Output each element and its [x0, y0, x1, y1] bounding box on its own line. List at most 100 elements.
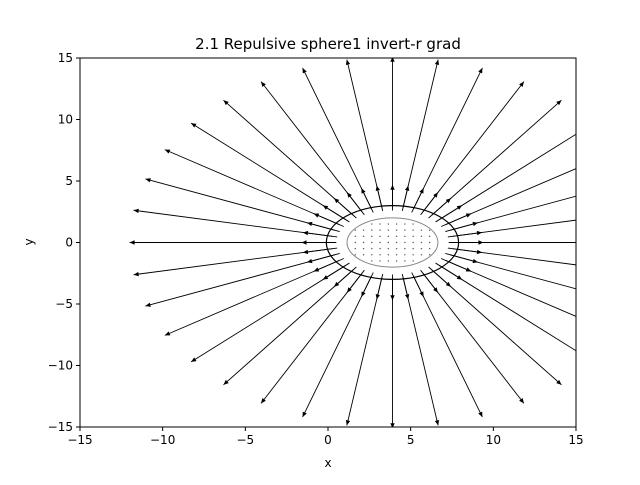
sphere-dot — [395, 254, 398, 256]
y-tick-label: −5 — [55, 297, 73, 311]
sphere-dot — [387, 229, 390, 231]
arrow-head — [465, 213, 472, 218]
field-arrow-short — [390, 184, 395, 207]
y-tick-label: −15 — [48, 420, 73, 434]
sphere-dot — [371, 260, 373, 262]
sphere-dot — [420, 254, 423, 256]
y-axis-label: y — [22, 238, 36, 245]
sphere-dot — [387, 235, 390, 238]
arrow-head — [404, 294, 410, 300]
sphere-dot — [412, 254, 414, 256]
arrow-head — [445, 198, 451, 204]
arrow-head — [261, 398, 266, 404]
arrow-head — [164, 331, 171, 336]
x-tick-label: −5 — [236, 433, 254, 447]
arrow-head — [476, 230, 483, 236]
field-arrow-short — [333, 197, 354, 216]
sphere-dot — [428, 241, 431, 244]
arrow-head — [433, 287, 438, 293]
sphere-dot — [395, 247, 398, 250]
arrow-head — [322, 275, 329, 280]
field-arrow-short — [422, 273, 439, 293]
sphere-dot — [387, 254, 390, 256]
arrow-head — [223, 379, 229, 385]
y-axis: −15 −10 −5 0 5 10 15 — [48, 51, 80, 434]
sphere-dot — [387, 260, 390, 262]
field-arrow-short — [431, 269, 452, 288]
field-arrow-short — [439, 204, 463, 220]
sphere-dot — [412, 260, 414, 262]
x-tick-label: −15 — [67, 433, 92, 447]
sphere-dot — [412, 241, 414, 244]
y-tick-label: 0 — [65, 236, 73, 250]
arrow-head — [478, 240, 484, 245]
arrow-head — [556, 379, 562, 385]
sphere-dot — [404, 260, 406, 262]
y-tick-label: 5 — [65, 174, 73, 188]
arrow-head — [302, 411, 307, 418]
sphere-dot — [379, 229, 381, 231]
field-arrow-short — [360, 275, 372, 298]
sphere-dot — [404, 223, 406, 225]
sphere-dot — [362, 235, 365, 238]
arrow-head — [145, 178, 151, 183]
sphere-dot — [404, 247, 406, 250]
sphere-dot — [404, 241, 406, 244]
arrow-head — [390, 184, 395, 190]
arrow-head — [375, 185, 380, 191]
y-tick-label: −10 — [48, 359, 73, 373]
field-arrow-short — [422, 192, 439, 212]
arrow-head — [588, 123, 593, 128]
arrow-head — [456, 205, 463, 210]
arrow-head — [302, 249, 309, 255]
field-arrow-short — [375, 185, 383, 208]
sphere-dot — [379, 241, 381, 244]
arrow-head — [390, 58, 395, 62]
arrow-head — [129, 240, 135, 245]
sphere-dot — [428, 235, 431, 238]
arrow-head — [404, 185, 410, 191]
arrow-head — [313, 213, 320, 218]
arrow-head — [588, 357, 593, 362]
field-arrow-short — [431, 197, 452, 216]
field-arrow-short — [390, 278, 395, 301]
arrow-head — [478, 411, 483, 418]
sphere-dot — [395, 229, 398, 231]
arrow-head — [334, 198, 340, 204]
sphere-outline — [346, 217, 439, 268]
arrow-head — [465, 267, 472, 272]
arrow-head — [390, 423, 395, 427]
sphere-dot — [420, 247, 423, 250]
field-arrow-short — [313, 213, 340, 226]
arrow-head — [334, 281, 340, 287]
sphere-dot — [379, 247, 381, 250]
sphere-dot — [387, 223, 390, 225]
sphere-dot — [354, 247, 356, 250]
sphere-dot — [404, 229, 406, 231]
field-arrow-short — [346, 192, 363, 212]
arrow-head — [164, 149, 171, 154]
arrow-head — [472, 258, 478, 264]
field-arrow-short — [333, 269, 354, 288]
x-tick-label: 0 — [324, 433, 332, 447]
arrow-head — [302, 67, 307, 74]
sphere-dot — [387, 247, 390, 250]
arrow-head — [419, 291, 424, 297]
sphere-dot — [379, 223, 381, 225]
x-tick-label: 15 — [568, 433, 583, 447]
field-arrow-short — [306, 221, 336, 231]
field-arrow-short — [402, 277, 410, 300]
sphere-dot — [404, 235, 406, 238]
boundary-ellipse — [325, 205, 460, 281]
arrow-head — [433, 192, 438, 198]
sphere-dot — [395, 260, 398, 262]
sphere-dot — [395, 241, 398, 244]
sphere-dot — [371, 235, 373, 238]
sphere-dot — [412, 229, 414, 231]
sphere-dot — [428, 247, 431, 250]
arrow-head — [307, 258, 313, 264]
arrow-head — [556, 100, 562, 106]
field-arrow-short — [360, 187, 372, 210]
